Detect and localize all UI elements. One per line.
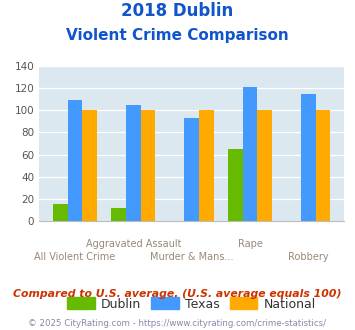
Text: © 2025 CityRating.com - https://www.cityrating.com/crime-statistics/: © 2025 CityRating.com - https://www.city… <box>28 319 327 328</box>
Text: Murder & Mans...: Murder & Mans... <box>150 252 234 262</box>
Text: Robbery: Robbery <box>288 252 329 262</box>
Bar <box>257 110 272 221</box>
Text: Rape: Rape <box>238 239 263 249</box>
Bar <box>316 110 331 221</box>
Bar <box>111 208 126 221</box>
Text: Aggravated Assault: Aggravated Assault <box>86 239 181 249</box>
Bar <box>243 87 257 221</box>
Legend: Dublin, Texas, National: Dublin, Texas, National <box>62 292 321 316</box>
Bar <box>228 149 243 221</box>
Bar <box>67 100 82 221</box>
Bar <box>184 118 199 221</box>
Text: Violent Crime Comparison: Violent Crime Comparison <box>66 28 289 43</box>
Text: Compared to U.S. average. (U.S. average equals 100): Compared to U.S. average. (U.S. average … <box>13 289 342 299</box>
Bar <box>53 205 67 221</box>
Text: 2018 Dublin: 2018 Dublin <box>121 2 234 20</box>
Bar <box>301 94 316 221</box>
Bar <box>141 110 155 221</box>
Bar <box>199 110 214 221</box>
Text: All Violent Crime: All Violent Crime <box>34 252 115 262</box>
Bar <box>82 110 97 221</box>
Bar <box>126 105 141 221</box>
